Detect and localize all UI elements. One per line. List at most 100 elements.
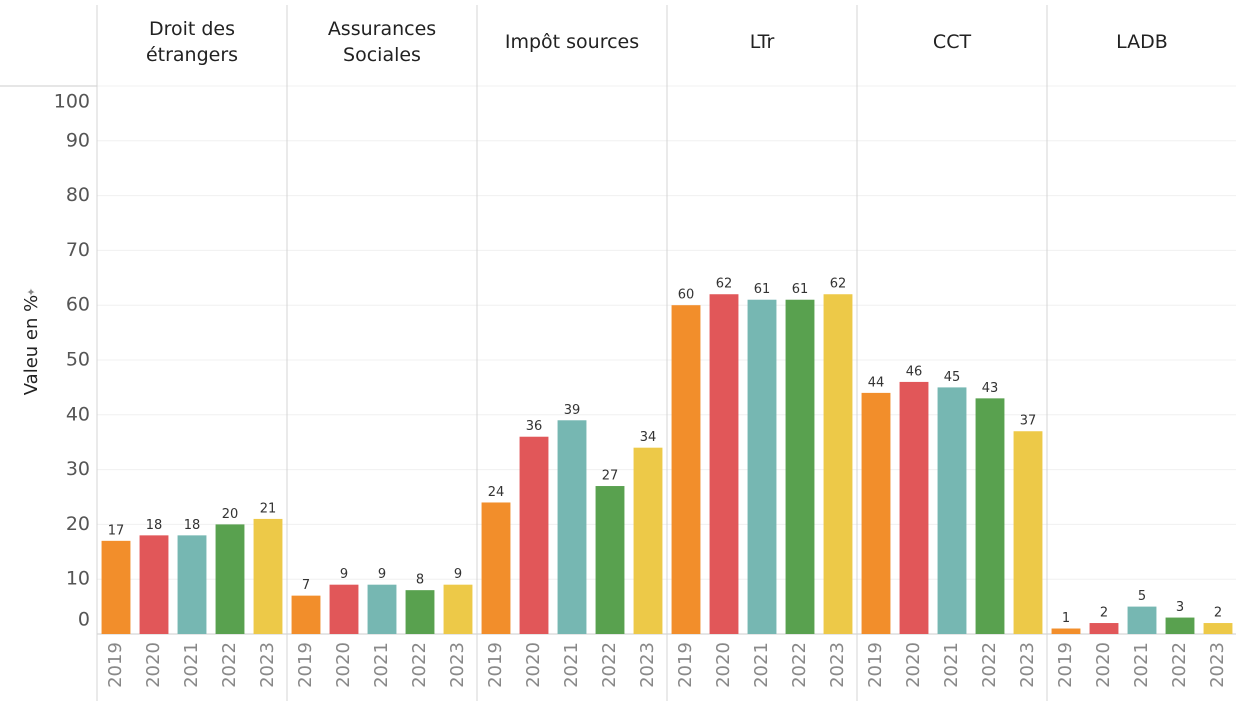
- bar: [443, 584, 473, 634]
- bar: [823, 294, 853, 634]
- x-tick-label: 2021: [1131, 642, 1152, 688]
- x-tick-label: 2022: [409, 642, 430, 688]
- y-tick-label: 20: [66, 513, 90, 535]
- y-tick-label: 70: [66, 239, 90, 261]
- panel-header: LTr: [667, 0, 857, 86]
- value-label: 9: [454, 567, 462, 582]
- value-label: 2: [1214, 606, 1222, 621]
- x-tick-label: 2019: [1055, 642, 1076, 688]
- bar: [899, 381, 929, 634]
- y-tick-label: 10: [66, 568, 90, 590]
- value-label: 21: [260, 501, 277, 516]
- x-tick-label: 2022: [1169, 642, 1190, 688]
- panel-header: CCT: [857, 0, 1047, 86]
- x-tick-label: 2019: [675, 642, 696, 688]
- bar: [329, 584, 359, 634]
- value-label: 61: [792, 282, 809, 297]
- bar: [595, 486, 625, 634]
- y-tick-label: 60: [66, 294, 90, 316]
- value-label: 18: [184, 518, 201, 533]
- x-tick-label: 2020: [523, 642, 544, 688]
- value-label: 7: [302, 578, 310, 593]
- y-tick-label: 100: [54, 91, 90, 113]
- x-tick-label: 2021: [751, 642, 772, 688]
- x-tick-label: 2019: [865, 642, 886, 688]
- x-tick-label: 2023: [1017, 642, 1038, 688]
- value-label: 1: [1062, 611, 1070, 626]
- bar: [139, 535, 169, 634]
- x-tick-label: 2021: [181, 642, 202, 688]
- bar: [1127, 606, 1157, 634]
- value-label: 27: [602, 469, 619, 484]
- x-tick-label: 2020: [333, 642, 354, 688]
- value-label: 62: [716, 277, 733, 292]
- bar: [177, 535, 207, 634]
- bar: [481, 502, 511, 634]
- value-label: 45: [944, 370, 961, 385]
- value-label: 46: [906, 364, 923, 379]
- bar: [557, 420, 587, 634]
- value-label: 39: [564, 403, 581, 418]
- bar: [709, 294, 739, 634]
- value-label: 9: [378, 567, 386, 582]
- y-tick-label: 30: [66, 458, 90, 480]
- value-label: 5: [1138, 589, 1146, 604]
- y-tick-label: 40: [66, 403, 90, 425]
- x-tick-label: 2019: [295, 642, 316, 688]
- bar: [633, 447, 663, 634]
- x-tick-label: 2020: [1093, 642, 1114, 688]
- bar: [101, 540, 131, 634]
- bar: [253, 518, 283, 634]
- bar: [519, 436, 549, 634]
- x-tick-label: 2023: [447, 642, 468, 688]
- panel-title: Droit des étrangers: [145, 18, 239, 66]
- bar: [291, 595, 321, 634]
- bar: [367, 584, 397, 634]
- x-tick-label: 2019: [105, 642, 126, 688]
- panel-title: LTr: [749, 31, 775, 54]
- value-label: 60: [678, 288, 695, 303]
- panel-header: Impôt sources: [477, 0, 667, 86]
- value-label: 62: [830, 277, 847, 292]
- panel-title: CCT: [932, 31, 972, 54]
- x-tick-label: 2021: [561, 642, 582, 688]
- bar: [215, 524, 245, 634]
- value-label: 3: [1176, 600, 1184, 615]
- x-tick-label: 2021: [941, 642, 962, 688]
- x-tick-label: 2019: [485, 642, 506, 688]
- value-label: 43: [982, 381, 999, 396]
- panel-header: Assurances Sociales: [287, 0, 477, 86]
- bar: [785, 299, 815, 634]
- bar: [975, 398, 1005, 634]
- x-tick-label: 2023: [1207, 642, 1228, 688]
- bar: [747, 299, 777, 634]
- value-label: 17: [108, 523, 125, 538]
- x-tick-label: 2020: [143, 642, 164, 688]
- bar: [405, 590, 435, 634]
- x-tick-label: 2022: [979, 642, 1000, 688]
- bar: [1203, 623, 1233, 634]
- value-label: 44: [868, 375, 885, 390]
- bar: [1013, 431, 1043, 634]
- value-label: 34: [640, 430, 657, 445]
- x-tick-label: 2023: [257, 642, 278, 688]
- value-label: 24: [488, 485, 505, 500]
- value-label: 9: [340, 567, 348, 582]
- x-tick-label: 2022: [789, 642, 810, 688]
- y-axis-label: Valeu en %: [21, 295, 42, 395]
- value-label: 61: [754, 282, 771, 297]
- y-tick-label: 80: [66, 184, 90, 206]
- value-label: 20: [222, 507, 239, 522]
- x-tick-label: 2020: [903, 642, 924, 688]
- value-label: 8: [416, 573, 424, 588]
- y-tick-label: 50: [66, 349, 90, 371]
- bar: [861, 392, 891, 634]
- panel-title: Assurances Sociales: [327, 18, 437, 66]
- x-tick-label: 2023: [827, 642, 848, 688]
- pin-icon: ✦: [25, 287, 38, 296]
- x-tick-label: 2020: [713, 642, 734, 688]
- value-label: 37: [1020, 414, 1037, 429]
- x-tick-label: 2021: [371, 642, 392, 688]
- y-tick-label: 0: [78, 609, 90, 631]
